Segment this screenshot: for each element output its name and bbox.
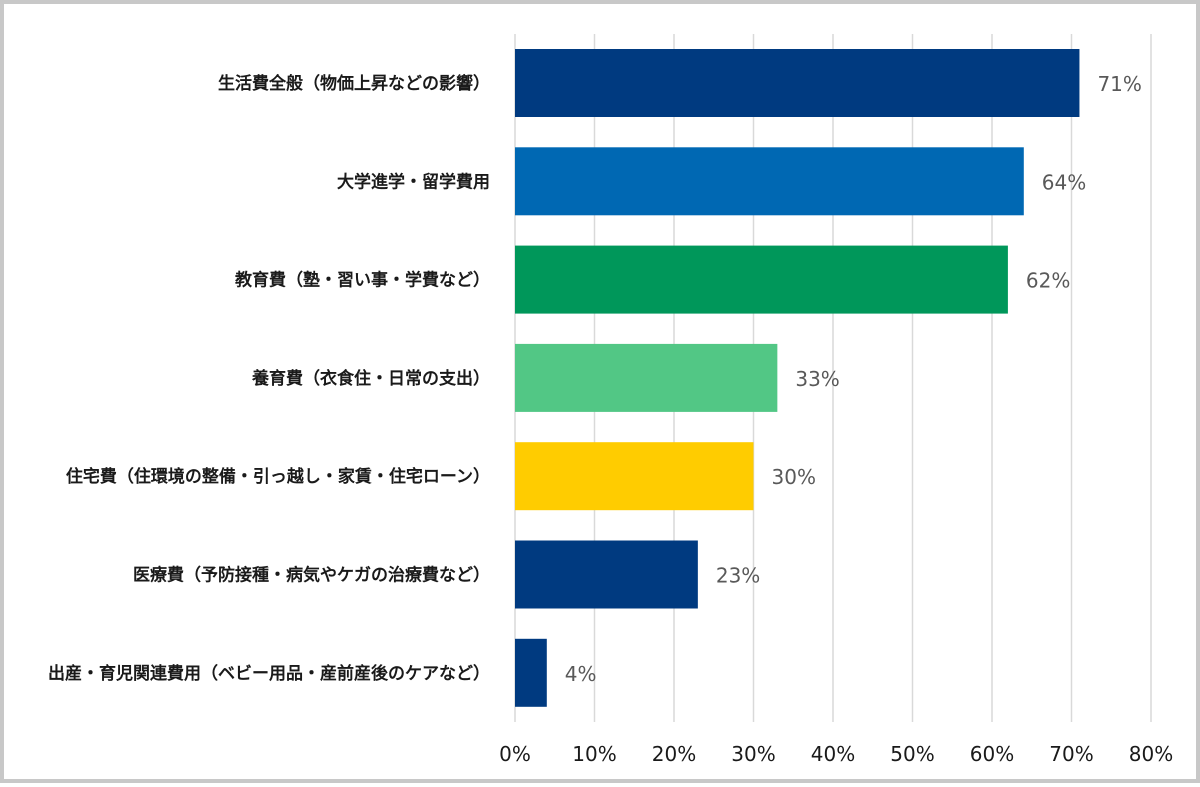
x-tick-label: 30%	[731, 742, 775, 766]
x-tick-label: 20%	[652, 742, 696, 766]
x-tick-label: 10%	[572, 742, 616, 766]
category-label: 養育費（衣食住・日常の支出）	[251, 368, 490, 389]
category-labels: 生活費全般（物価上昇などの影響） 大学進学・留学費用教育費（塾・習い事・学費など）…	[48, 73, 490, 684]
bar	[515, 442, 754, 511]
value-labels: 71% 64% 62% 33% 30% 23% 4%	[565, 72, 1142, 686]
bars	[515, 49, 1080, 707]
x-tick-label: 80%	[1129, 742, 1173, 766]
value-label: 30%	[772, 465, 816, 489]
bar-chart: 生活費全般（物価上昇などの影響） 大学進学・留学費用教育費（塾・習い事・学費など）…	[48, 34, 1173, 766]
category-label: 住宅費（住環境の整備・引っ越し・家賃・住宅ローン）	[66, 466, 490, 487]
x-tick-label: 60%	[970, 742, 1014, 766]
bar	[515, 540, 698, 609]
value-label: 71%	[1097, 72, 1141, 96]
bar	[515, 638, 547, 707]
value-label: 62%	[1026, 269, 1070, 293]
value-label: 64%	[1042, 170, 1086, 194]
category-label: 生活費全般（物価上昇などの影響）	[218, 73, 490, 94]
x-tick-label: 50%	[890, 742, 934, 766]
x-axis-tick-labels: 0% 10% 20% 30% 40% 50% 60% 70% 80%	[499, 742, 1173, 766]
bar	[515, 147, 1024, 216]
bar	[515, 49, 1080, 117]
value-label: 23%	[716, 564, 760, 588]
bar	[515, 245, 1008, 314]
x-tick-label: 70%	[1049, 742, 1093, 766]
category-label: 出産・育児関連費用（ベビー用品・産前産後のケアなど）	[48, 663, 490, 684]
category-label: 医療費（予防接種・病気やケガの治療費など）	[133, 565, 490, 586]
value-label: 33%	[795, 367, 839, 391]
bar	[515, 343, 778, 412]
value-label: 4%	[565, 662, 597, 686]
category-label: 大学進学・留学費用	[337, 171, 490, 192]
x-tick-label: 40%	[811, 742, 855, 766]
x-tick-label: 0%	[499, 742, 531, 766]
category-label: 教育費（塾・習い事・学費など）	[234, 270, 490, 291]
